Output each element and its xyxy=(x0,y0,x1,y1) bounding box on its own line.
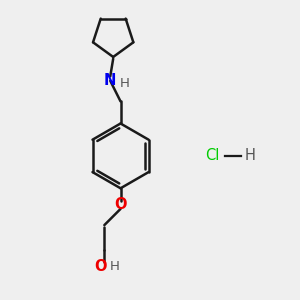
Text: Cl: Cl xyxy=(205,148,219,164)
Text: H: H xyxy=(245,148,256,164)
Text: H: H xyxy=(120,77,130,90)
Text: N: N xyxy=(104,73,116,88)
Text: O: O xyxy=(114,197,127,212)
Text: H: H xyxy=(110,260,120,273)
Text: O: O xyxy=(94,259,107,274)
